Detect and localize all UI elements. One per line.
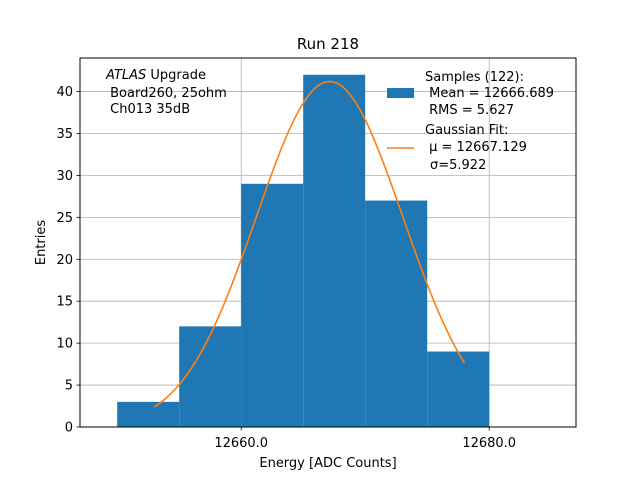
annotation-atlas: ATLAS <box>105 68 146 83</box>
y-tick-label-8: 40 <box>56 85 73 100</box>
y-tick-label-7: 35 <box>56 127 73 142</box>
y-tick-label-4: 20 <box>56 253 73 268</box>
y-tick-label-2: 10 <box>56 337 73 352</box>
y-axis-ticks: 0 5 10 15 20 25 30 35 40 <box>56 85 80 436</box>
histogram-bar-3 <box>303 74 366 427</box>
legend-samples-rms: RMS = 5.627 <box>425 103 514 118</box>
atlas-annotation: ATLAS Upgrade Board260, 25ohm Ch013 35dB <box>105 68 227 117</box>
legend-fit-sigma: σ=5.922 <box>430 158 486 173</box>
x-axis-label: Energy [ADC Counts] <box>259 456 396 471</box>
annotation-line-3: Ch013 35dB <box>106 102 190 117</box>
annotation-line-1: ATLAS Upgrade <box>105 68 206 83</box>
histogram-bar-5 <box>427 351 490 427</box>
y-tick-label-1: 5 <box>65 379 73 394</box>
x-axis-ticks: 12660.0 12680.0 <box>214 427 516 451</box>
chart-title: Run 218 <box>297 35 359 53</box>
annotation-line-2: Board260, 25ohm <box>106 86 227 101</box>
gaussian-fit-curve <box>153 80 466 408</box>
x-tick-label-1: 12680.0 <box>462 436 516 451</box>
gaussian-fit <box>153 80 466 408</box>
legend: Samples (122): Mean = 12666.689 RMS = 5.… <box>387 70 554 173</box>
y-axis-label: Entries <box>34 220 49 266</box>
x-tick-label-0: 12660.0 <box>214 436 268 451</box>
y-tick-label-0: 0 <box>65 421 73 436</box>
histogram-bar-0 <box>117 401 180 427</box>
histogram-bar-2 <box>241 183 304 427</box>
plot-frame <box>79 57 577 428</box>
y-tick-label-5: 25 <box>56 211 73 226</box>
legend-samples-mean: Mean = 12666.689 <box>425 86 554 101</box>
legend-samples-swatch <box>387 88 414 98</box>
histogram-bar-4 <box>365 200 428 427</box>
annotation-upgrade: Upgrade <box>146 68 206 83</box>
histogram-bars <box>117 74 490 427</box>
legend-fit-mu: μ = 12667.129 <box>425 140 527 155</box>
histogram-bar-1 <box>179 326 242 427</box>
legend-fit-title: Gaussian Fit: <box>425 123 508 138</box>
y-tick-label-6: 30 <box>56 169 73 184</box>
y-tick-label-3: 15 <box>56 295 73 310</box>
legend-samples-title: Samples (122): <box>425 70 524 85</box>
